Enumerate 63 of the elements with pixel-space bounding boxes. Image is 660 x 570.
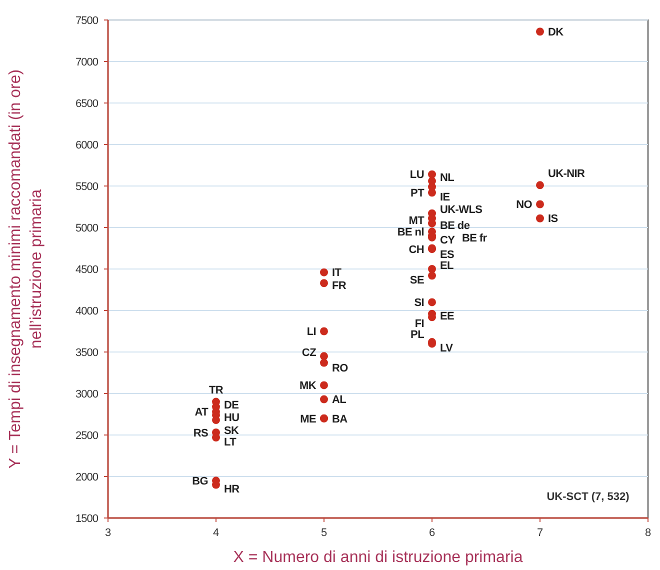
annotation: NO [516, 199, 533, 212]
x-axis-title: X = Numero di anni di istruzione primaria [233, 549, 523, 566]
annotation: AT [194, 406, 209, 419]
y-tick-label: 5500 [76, 180, 98, 193]
x-tick-label: 8 [644, 527, 652, 539]
y-tick-label: 7500 [76, 14, 98, 27]
annotation: CH [408, 244, 424, 256]
x-tick-label: 6 [428, 527, 436, 539]
annotation: LV [440, 342, 454, 355]
y-tick-label: 6000 [76, 139, 98, 152]
annotation: BE fr [462, 232, 488, 244]
annotation: BE de [440, 220, 470, 232]
annotation: MT [408, 215, 425, 228]
annotation: BG [192, 476, 208, 488]
annotation: CZ [302, 347, 317, 359]
y-tick-label: 4000 [76, 305, 98, 318]
annotation: SE [410, 274, 424, 286]
annotation: DK [548, 26, 564, 38]
annotation: AL [332, 394, 347, 406]
annotation: UK-WLS [440, 204, 482, 216]
annotation: UK-NIR [548, 168, 586, 180]
annotation: NL [440, 172, 455, 184]
annotation: SI [414, 297, 424, 310]
y-tick-label: 3000 [76, 388, 98, 400]
y-axis-title: Y = Tempi di insegnamento minimi raccomandati (in ore) nell’istruzione primaria [7, 69, 45, 469]
x-tick-label: 7 [536, 527, 544, 539]
annotation: IS [548, 213, 558, 226]
y-tick-label: 3500 [76, 346, 98, 359]
annotation: EE [440, 310, 454, 323]
annotation: ME [300, 413, 316, 426]
y-tick-label: 2000 [76, 471, 98, 484]
annotation: EL [440, 260, 454, 272]
annotation: ES [440, 249, 454, 262]
annotation: HR [224, 484, 240, 496]
x-tick-label: 3 [104, 527, 112, 539]
annotation: UK-SCT (7, 532) [546, 491, 630, 503]
x-tick-label: 4 [212, 527, 220, 539]
annotation: IE [440, 191, 450, 204]
y-tick-label: 5000 [76, 222, 98, 234]
annotation: PL [410, 328, 425, 341]
annotation: BA [332, 413, 348, 426]
annotation: CY [440, 234, 456, 247]
annotation: RO [332, 362, 349, 375]
y-tick-label: 1500 [76, 512, 98, 525]
annotation: SK [224, 424, 240, 437]
annotation: LT [224, 436, 237, 448]
annotation: TR [208, 384, 224, 397]
annotation: MK [299, 380, 316, 392]
annotation: LU [410, 169, 424, 182]
annotation: FI [414, 318, 424, 330]
annotation: PT [410, 188, 425, 200]
y-tick-label: 2500 [76, 430, 98, 442]
x-tick-label: 5 [320, 527, 328, 539]
annotation: RS [193, 427, 208, 440]
annotation: BE nl [397, 226, 424, 238]
annotation: FR [332, 280, 346, 292]
annotation: IT [332, 267, 342, 280]
annotation: HU [224, 412, 240, 424]
annotation: DE [224, 400, 239, 412]
y-tick-label: 4500 [76, 264, 98, 276]
y-tick-label: 6500 [76, 98, 98, 110]
y-tick-label: 7000 [76, 56, 98, 68]
annotation: LI [306, 326, 316, 338]
